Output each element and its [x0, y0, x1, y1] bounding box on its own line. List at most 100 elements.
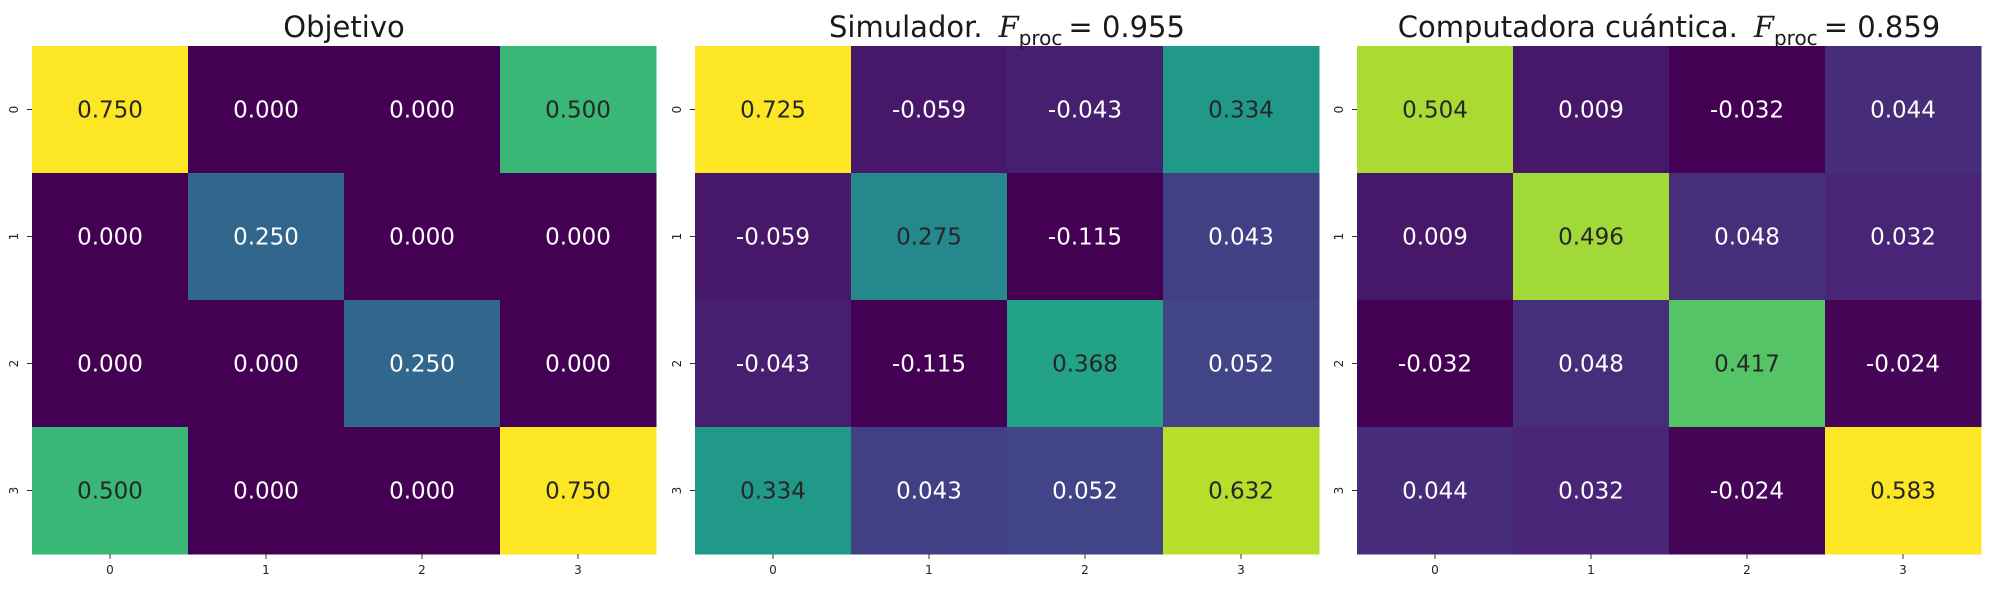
cell-value-label: 0.632 — [1208, 479, 1274, 505]
heatmap-cell — [1825, 427, 1982, 555]
cell-value-label: 0.048 — [1558, 352, 1624, 378]
y-tick-label: 3 — [7, 487, 21, 495]
cell-value-label: 0.496 — [1558, 225, 1624, 251]
heatmap-cell — [344, 173, 501, 301]
x-tick-label: 1 — [262, 563, 270, 577]
heatmap-cell — [188, 46, 345, 174]
fidelity-symbol: F — [1753, 10, 1775, 44]
cell-value-label: 0.009 — [1558, 98, 1624, 124]
cell-value-label: 0.750 — [545, 479, 611, 505]
y-tick-label: 1 — [1332, 233, 1346, 241]
cell-value-label: 0.000 — [233, 98, 299, 124]
cell-value-label: 0.417 — [1714, 352, 1780, 378]
x-tick-label: 0 — [769, 563, 777, 577]
y-tick-label: 0 — [1332, 106, 1346, 114]
heatmap-cell — [1357, 46, 1514, 174]
cell-value-label: 0.000 — [545, 352, 611, 378]
heatmap-cell — [500, 300, 657, 428]
cell-value-label: 0.032 — [1870, 225, 1936, 251]
x-tick-label: 3 — [1899, 563, 1907, 577]
heatmap-cell — [344, 46, 501, 174]
heatmap-cell — [344, 300, 501, 428]
cell-value-label: 0.250 — [389, 352, 455, 378]
cell-value-label: 0.043 — [896, 479, 962, 505]
x-tick-label: 1 — [1587, 563, 1595, 577]
y-tick-label: 2 — [1332, 360, 1346, 368]
heatmap-cell — [1825, 46, 1982, 174]
fidelity-subscript: proc — [1019, 26, 1063, 50]
cell-value-label: -0.115 — [892, 352, 966, 378]
heatmap-cell — [1825, 300, 1982, 428]
cell-value-label: -0.024 — [1710, 479, 1784, 505]
heatmap-cell — [1163, 173, 1320, 301]
cell-value-label: -0.043 — [736, 352, 810, 378]
cell-value-label: 0.500 — [545, 98, 611, 124]
heatmap-cell — [1357, 300, 1514, 428]
heatmap-cell — [1669, 427, 1826, 555]
cell-value-label: -0.043 — [1048, 98, 1122, 124]
cell-value-label: 0.583 — [1870, 479, 1936, 505]
x-tick-label: 2 — [1081, 563, 1089, 577]
heatmap-cell — [695, 46, 852, 174]
heatmap-cell — [32, 46, 189, 174]
x-tick-label: 3 — [1237, 563, 1245, 577]
x-tick-label: 2 — [1743, 563, 1751, 577]
heatmap-cell — [851, 173, 1008, 301]
heatmap-cell — [695, 173, 852, 301]
heatmap-cell — [851, 427, 1008, 555]
x-tick-label: 2 — [418, 563, 426, 577]
panel-title: Computadora cuántica. Fproc = 0.859 — [1398, 10, 1940, 50]
y-tick-label: 1 — [7, 233, 21, 241]
cell-value-label: 0.043 — [1208, 225, 1274, 251]
heatmap-cell — [1669, 173, 1826, 301]
y-tick-label: 3 — [670, 487, 684, 495]
cell-value-label: 0.009 — [1402, 225, 1468, 251]
heatmap-cell — [1513, 46, 1670, 174]
heatmap-cell — [695, 427, 852, 555]
heatmap-cell — [32, 173, 189, 301]
cell-value-label: 0.000 — [389, 225, 455, 251]
cell-value-label: 0.000 — [233, 352, 299, 378]
fidelity-value: = 0.955 — [1068, 10, 1185, 44]
fidelity-value: = 0.859 — [1824, 10, 1941, 44]
heatmap-cell — [1825, 173, 1982, 301]
heatmap-cell — [1513, 300, 1670, 428]
heatmap-cell — [1669, 300, 1826, 428]
x-tick-label: 1 — [925, 563, 933, 577]
heatmap-cell — [188, 427, 345, 555]
cell-value-label: 0.334 — [740, 479, 806, 505]
cell-value-label: 0.504 — [1402, 98, 1468, 124]
cell-value-label: 0.000 — [545, 225, 611, 251]
cell-value-label: 0.044 — [1870, 98, 1936, 124]
heatmap-cell — [1007, 46, 1164, 174]
cell-value-label: 0.000 — [77, 225, 143, 251]
heatmap-cell — [1163, 46, 1320, 174]
heatmap-cell — [1163, 427, 1320, 555]
heatmap-cell — [851, 46, 1008, 174]
cell-value-label: -0.059 — [736, 225, 810, 251]
cell-value-label: 0.368 — [1052, 352, 1118, 378]
cell-value-label: 0.250 — [233, 225, 299, 251]
cell-value-label: 0.000 — [389, 479, 455, 505]
heatmap-cell — [1513, 173, 1670, 301]
cell-value-label: 0.032 — [1558, 479, 1624, 505]
y-tick-label: 0 — [7, 106, 21, 114]
heatmap-cell — [1007, 300, 1164, 428]
title-text: Objetivo — [283, 10, 404, 44]
fidelity-symbol: F — [998, 10, 1020, 44]
y-tick-label: 0 — [670, 106, 684, 114]
cell-value-label: 0.052 — [1052, 479, 1118, 505]
heatmap-cell — [500, 427, 657, 555]
cell-value-label: -0.032 — [1710, 98, 1784, 124]
heatmap-cell — [188, 173, 345, 301]
cell-value-label: 0.044 — [1402, 479, 1468, 505]
cell-value-label: 0.052 — [1208, 352, 1274, 378]
heatmap-cell — [1513, 427, 1670, 555]
cell-value-label: -0.024 — [1866, 352, 1940, 378]
heatmap-cell — [1007, 173, 1164, 301]
heatmap-cell — [1669, 46, 1826, 174]
cell-value-label: 0.750 — [77, 98, 143, 124]
cell-value-label: -0.032 — [1398, 352, 1472, 378]
heatmap-cell — [1007, 427, 1164, 555]
